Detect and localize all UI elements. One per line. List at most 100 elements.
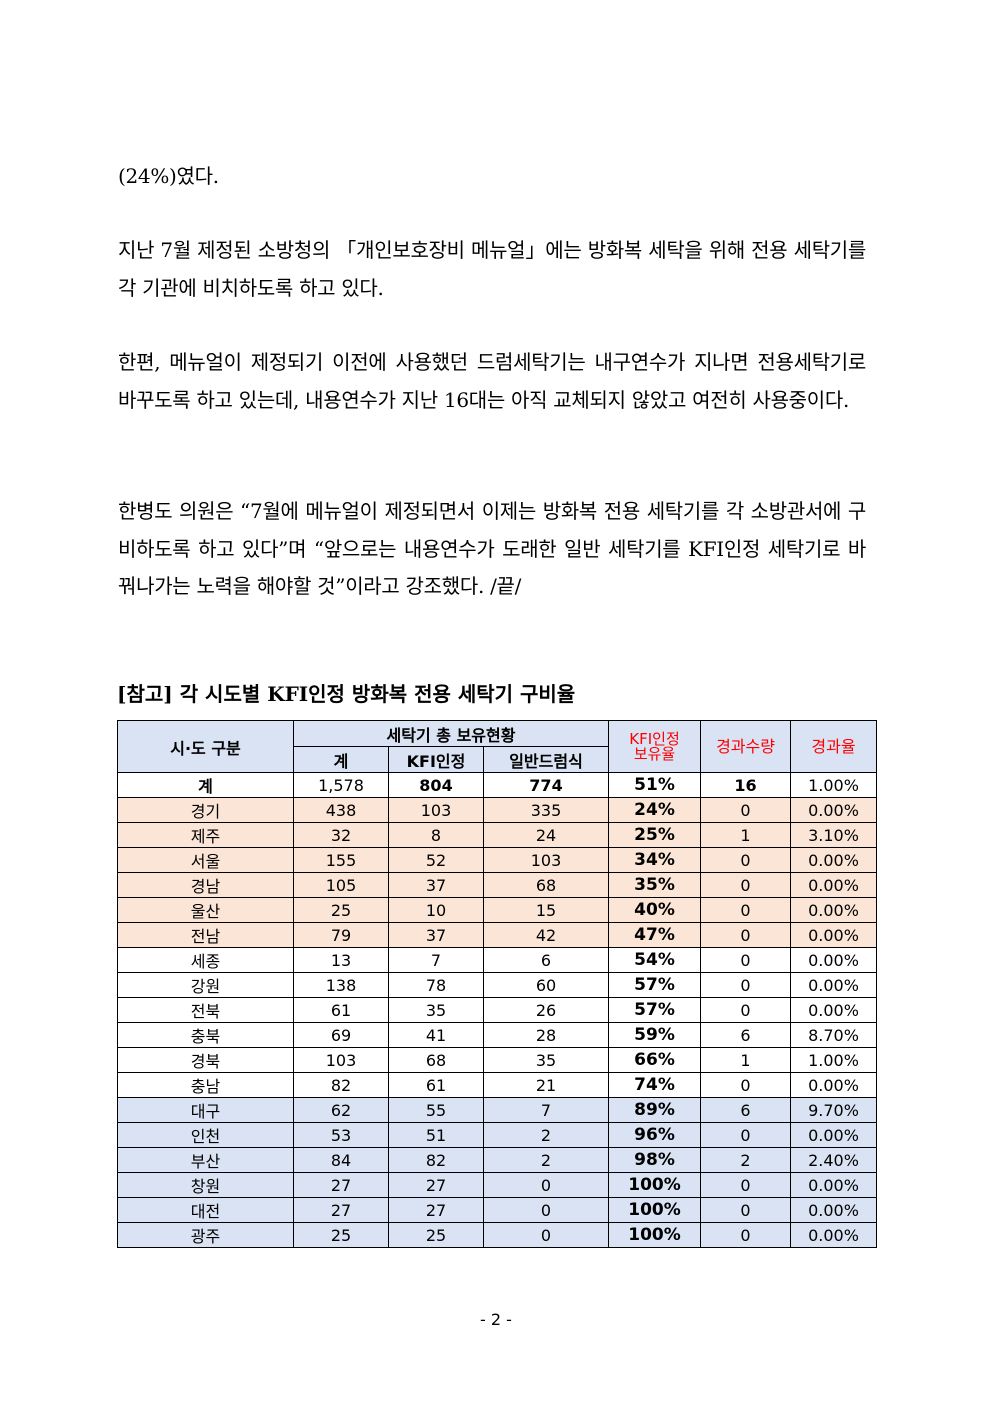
cell: 100% <box>608 1222 702 1248</box>
cell: 대전 <box>117 1197 294 1223</box>
cell: 804 <box>388 772 484 798</box>
cell: 82 <box>293 1072 389 1098</box>
cell: 32 <box>293 822 389 848</box>
table-row: 서울 155 52 103 34% 0 0.00% <box>117 847 878 873</box>
cell: 54% <box>608 947 702 973</box>
cell: 69 <box>293 1022 389 1048</box>
cell: 0.00% <box>790 1222 878 1248</box>
cell: 105 <box>293 872 389 898</box>
cell: 24% <box>608 797 702 823</box>
cell: 0.00% <box>790 922 878 948</box>
cell: 0.00% <box>790 1172 878 1198</box>
cell: 40% <box>608 897 702 923</box>
cell: 100% <box>608 1172 702 1198</box>
cell: 60 <box>482 972 610 998</box>
cell: 0 <box>700 997 792 1023</box>
table-row: 경남 105 37 68 35% 0 0.00% <box>117 872 878 898</box>
cell: 774 <box>482 772 610 798</box>
table-row: 세종 13 7 6 54% 0 0.00% <box>117 947 878 973</box>
cell: 경남 <box>117 872 294 898</box>
cell: 51 <box>388 1122 484 1148</box>
cell: 0 <box>700 1122 792 1148</box>
cell: 103 <box>482 847 610 873</box>
cell: 89% <box>608 1097 702 1123</box>
cell: 26 <box>482 997 610 1023</box>
cell: 전남 <box>117 922 294 948</box>
washer-table: 시·도 구분 세탁기 총 보유현황 KFI인정 보유율 경과수량 경과율 계 KF… <box>117 720 878 1248</box>
cell: 52 <box>388 847 484 873</box>
cell: 0.00% <box>790 1122 878 1148</box>
header-total: 계 <box>293 746 389 773</box>
table-row: 광주 25 25 0 100% 0 0.00% <box>117 1222 878 1248</box>
cell: 1,578 <box>293 772 389 798</box>
cell: 0 <box>700 947 792 973</box>
cell: 0 <box>700 847 792 873</box>
cell: 138 <box>293 972 389 998</box>
cell: 0 <box>700 1197 792 1223</box>
cell: 27 <box>388 1172 484 1198</box>
cell: 1 <box>700 822 792 848</box>
cell: 2.40% <box>790 1147 878 1173</box>
cell: 0 <box>700 797 792 823</box>
page-number: - 2 - <box>480 1310 512 1329</box>
cell: 강원 <box>117 972 294 998</box>
cell: 0.00% <box>790 997 878 1023</box>
paragraph: 한편, 메뉴얼이 제정되기 이전에 사용했던 드럼세탁기는 내구연수가 지나면 … <box>118 350 866 412</box>
cell: 155 <box>293 847 389 873</box>
cell: 0.00% <box>790 972 878 998</box>
cell: 15 <box>482 897 610 923</box>
cell: 68 <box>482 872 610 898</box>
cell: 0 <box>482 1197 610 1223</box>
table-row: 강원 138 78 60 57% 0 0.00% <box>117 972 878 998</box>
cell: 27 <box>293 1197 389 1223</box>
cell: 59% <box>608 1022 702 1048</box>
cell: 35 <box>482 1047 610 1073</box>
cell: 96% <box>608 1122 702 1148</box>
cell: 0.00% <box>790 1072 878 1098</box>
cell: 0 <box>482 1222 610 1248</box>
cell: 1.00% <box>790 1047 878 1073</box>
cell: 2 <box>482 1122 610 1148</box>
cell: 51% <box>608 772 702 798</box>
table-row: 창원 27 27 0 100% 0 0.00% <box>117 1172 878 1198</box>
cell: 335 <box>482 797 610 823</box>
cell: 25 <box>293 1222 389 1248</box>
cell: 9.70% <box>790 1097 878 1123</box>
cell: 82 <box>388 1147 484 1173</box>
table-row: 경북 103 68 35 66% 1 1.00% <box>117 1047 878 1073</box>
cell: 74% <box>608 1072 702 1098</box>
table-row: 전북 61 35 26 57% 0 0.00% <box>117 997 878 1023</box>
header-drum: 일반드럼식 <box>482 746 610 773</box>
table-row: 울산 25 10 15 40% 0 0.00% <box>117 897 878 923</box>
table-row: 대구 62 55 7 89% 6 9.70% <box>117 1097 878 1123</box>
cell: 37 <box>388 922 484 948</box>
cell: 6 <box>700 1022 792 1048</box>
cell: 경북 <box>117 1047 294 1073</box>
cell: 103 <box>293 1047 389 1073</box>
cell: 7 <box>482 1097 610 1123</box>
cell: 부산 <box>117 1147 294 1173</box>
cell: 84 <box>293 1147 389 1173</box>
cell: 서울 <box>117 847 294 873</box>
header-expired: 경과수량 <box>700 720 792 773</box>
cell: 10 <box>388 897 484 923</box>
cell: 103 <box>388 797 484 823</box>
cell: 0 <box>482 1172 610 1198</box>
cell: 61 <box>293 997 389 1023</box>
cell: 25 <box>388 1222 484 1248</box>
cell: 0.00% <box>790 797 878 823</box>
header-holdings: 세탁기 총 보유현황 <box>292 720 610 747</box>
cell: 78 <box>388 972 484 998</box>
cell: 6 <box>700 1097 792 1123</box>
cell: 13 <box>293 947 389 973</box>
cell: 41 <box>388 1022 484 1048</box>
cell: 창원 <box>117 1172 294 1198</box>
cell: 1 <box>700 1047 792 1073</box>
cell: 7 <box>388 947 484 973</box>
cell: 25% <box>608 822 702 848</box>
cell: 35% <box>608 872 702 898</box>
cell: 2 <box>482 1147 610 1173</box>
table-row: 인천 53 51 2 96% 0 0.00% <box>117 1122 878 1148</box>
cell: 세종 <box>117 947 294 973</box>
